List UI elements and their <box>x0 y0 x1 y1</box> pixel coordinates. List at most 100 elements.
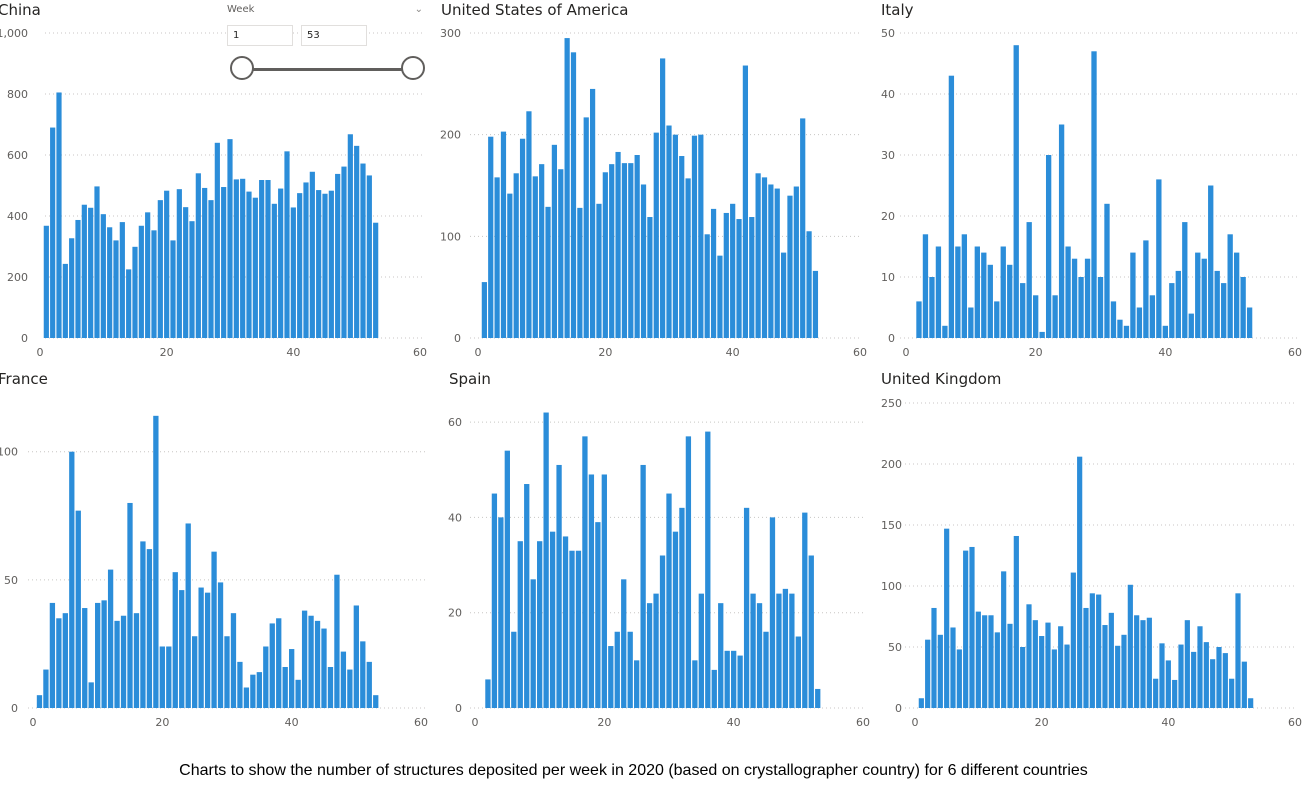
bar <box>151 230 157 338</box>
bar <box>1182 222 1188 338</box>
bar <box>289 649 295 708</box>
bar <box>1052 295 1058 338</box>
bar <box>1000 246 1006 338</box>
bar <box>227 139 233 338</box>
y-tick-label: 50 <box>888 641 902 654</box>
bar <box>750 593 756 709</box>
bar <box>711 669 717 709</box>
bar <box>179 590 185 708</box>
y-tick-label: 150 <box>881 519 902 532</box>
week-range-slicer[interactable]: Week ⌄ 1 53 <box>227 4 427 84</box>
bar <box>373 695 379 708</box>
bar <box>749 217 755 338</box>
y-tick-label: 800 <box>7 88 28 101</box>
bar <box>1091 51 1097 339</box>
bar <box>43 225 49 338</box>
bar <box>935 246 942 338</box>
bar <box>1210 659 1216 708</box>
bar <box>132 246 138 338</box>
bar <box>1248 698 1254 708</box>
x-tick-label: 20 <box>1029 346 1043 359</box>
chart-china: 0 200 400 600 800 1,000 0 20 40 60 <box>0 27 427 359</box>
chart-title-france: France <box>0 370 48 388</box>
bar <box>185 523 191 708</box>
bar <box>1083 607 1089 708</box>
slider-handle-max[interactable] <box>401 56 425 80</box>
bar <box>1115 645 1121 708</box>
bar <box>583 117 589 338</box>
bar <box>812 270 819 338</box>
bar <box>1123 325 1130 338</box>
chart-united-states-of-america: 0 100 200 300 0 20 40 60 <box>440 27 867 359</box>
bar <box>278 188 284 338</box>
bar <box>176 189 182 338</box>
bar <box>1026 222 1032 338</box>
bar <box>628 163 634 338</box>
y-tick-label: 200 <box>7 271 28 284</box>
week-max-input[interactable]: 53 <box>301 25 367 46</box>
bar <box>640 184 647 338</box>
bar <box>340 651 347 708</box>
bar <box>1208 185 1214 338</box>
bar <box>724 650 730 708</box>
bar <box>120 615 127 708</box>
bar <box>737 655 743 708</box>
bar <box>1071 258 1078 338</box>
bar <box>170 240 176 338</box>
y-tick-label: 0 <box>895 702 902 715</box>
chevron-down-icon[interactable]: ⌄ <box>414 4 423 15</box>
bar <box>1065 246 1071 338</box>
chart-title-usa: United States of America <box>441 1 629 19</box>
bar <box>787 195 793 338</box>
chart-title-china: China <box>0 1 41 19</box>
bar <box>718 603 724 708</box>
bar <box>1195 252 1201 338</box>
bar <box>1001 571 1007 708</box>
bar <box>252 197 258 338</box>
y-tick-label: 0 <box>888 332 895 345</box>
bar <box>69 451 75 708</box>
bar <box>1097 277 1104 338</box>
bar <box>659 555 666 708</box>
bar <box>956 649 962 708</box>
x-tick-label: 60 <box>413 346 427 359</box>
bar <box>1222 653 1228 708</box>
bar <box>800 118 806 339</box>
bar <box>806 231 812 338</box>
x-tick-label: 0 <box>30 716 37 729</box>
week-min-input[interactable]: 1 <box>227 25 293 46</box>
bar <box>539 164 545 338</box>
bar <box>564 38 570 338</box>
x-tick-label: 60 <box>853 346 867 359</box>
bar <box>545 206 551 338</box>
slicer-label: Week <box>227 4 255 15</box>
bar <box>621 163 628 338</box>
bar <box>335 173 341 338</box>
bar <box>730 203 736 338</box>
bar <box>774 188 780 338</box>
y-tick-label: 0 <box>455 702 462 715</box>
bar <box>789 593 795 709</box>
bar <box>925 639 931 708</box>
y-tick-label: 600 <box>7 149 28 162</box>
bar <box>507 193 513 338</box>
bar <box>1188 313 1194 338</box>
bar <box>221 187 227 338</box>
slider-handle-min[interactable] <box>230 56 254 80</box>
bar <box>549 531 556 708</box>
bar <box>217 582 224 708</box>
bar <box>204 592 211 708</box>
y-tick-label: 300 <box>440 27 461 40</box>
bar <box>138 225 144 338</box>
bar <box>94 186 100 338</box>
bar <box>679 156 685 338</box>
x-tick-label: 40 <box>1158 346 1172 359</box>
bar <box>570 52 577 338</box>
bar <box>250 674 256 708</box>
chart-spain: 0 20 40 60 0 20 40 60 <box>448 412 870 729</box>
slider-track[interactable] <box>241 68 413 71</box>
bar <box>50 127 56 338</box>
bar <box>761 177 768 338</box>
bar <box>742 65 749 338</box>
